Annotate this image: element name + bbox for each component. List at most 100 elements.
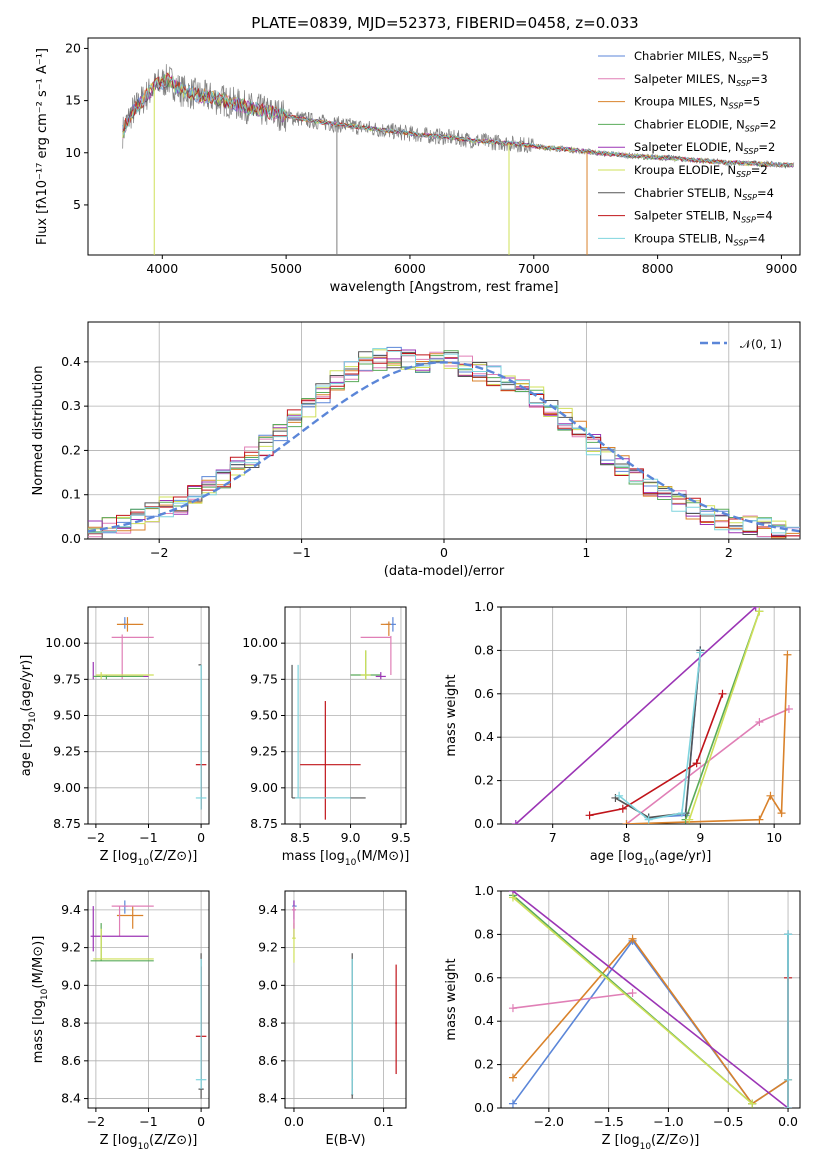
- x-tick-label: 9000: [766, 261, 798, 276]
- legend-label: Chabrier ELODIE, NSSP=2: [634, 117, 776, 133]
- y-tick-label: 0.8: [474, 642, 494, 657]
- y-tick-label: 0.4: [474, 729, 494, 744]
- weight-marker: [755, 815, 764, 824]
- x-axis-label: Z [log10(Z/Z⊙)]: [100, 1133, 198, 1152]
- y-axis-label: mass [log10(M/M⊙)]: [31, 936, 50, 1064]
- y-tick-label: 9.75: [53, 671, 81, 686]
- x-tick-label: 6000: [394, 261, 426, 276]
- weight-marker: [508, 1073, 517, 1082]
- legend-label: Kroupa STELIB, NSSP=4: [634, 231, 765, 247]
- z-mass-crosses: [90, 900, 207, 1099]
- weight-marker: [766, 791, 775, 800]
- x-tick-label: 0: [197, 830, 205, 845]
- y-tick-label: 20: [65, 40, 81, 55]
- weight-line: [626, 654, 789, 824]
- x-tick-label: 7000: [518, 261, 550, 276]
- y-tick-label: 1.0: [474, 883, 494, 898]
- x-tick-label: 9.0: [341, 830, 361, 845]
- spectrum-lines: [122, 64, 795, 255]
- y-tick-label: 9.00: [250, 780, 278, 795]
- y-tick-label: 0.6: [474, 686, 494, 701]
- y-tick-label: 8.6: [258, 1053, 278, 1068]
- mass-age-panel: 8.5 9.0 9.5 8.75 9.00 9.25 9.50 9.75 10.00 mass […: [242, 606, 411, 868]
- model-spectrum: [122, 76, 793, 168]
- weight-marker: [508, 1099, 517, 1108]
- x-axis-label: (data-model)/error: [384, 564, 505, 579]
- y-axis-label: mass weight: [444, 958, 459, 1040]
- x-tick-label: 0: [440, 545, 448, 560]
- y-tick-label: 0.4: [474, 1013, 494, 1028]
- weight-line: [614, 650, 702, 819]
- y-tick-label: 8.6: [61, 1053, 81, 1068]
- x-tick-label: −1: [139, 830, 157, 845]
- weight-marker: [784, 1075, 793, 1084]
- weight-marker: [644, 815, 653, 824]
- x-tick-label: 0.0: [778, 1114, 798, 1129]
- legend-label: Salpeter ELODIE, NSSP=2: [634, 140, 775, 156]
- x-tick-label: −2: [150, 545, 168, 560]
- legend-label: Kroupa ELODIE, NSSP=2: [634, 163, 768, 179]
- plot-frame: [87, 606, 210, 825]
- x-tick-label: −2: [87, 1114, 105, 1129]
- y-tick-label: 0.8: [474, 926, 494, 941]
- weight-marker: [611, 793, 620, 802]
- y-tick-label: 9.50: [53, 708, 81, 723]
- weight-marker: [622, 820, 631, 824]
- age-weight-panel: 7 8 9 10 0.0 0.2 0.4 0.6 0.8 1.0 age [log10(age/yr…: [444, 599, 801, 868]
- weight-marker: [615, 791, 624, 800]
- z-age-panel: −2 −1 0 8.75 9.00 9.25 9.50 9.75 10.00 Z [log10(Z…: [19, 606, 210, 868]
- age-weight-lines: [511, 607, 793, 824]
- y-tick-label: 9.2: [258, 940, 278, 955]
- y-tick-label: 0.6: [474, 970, 494, 985]
- y-tick-label: 10.00: [45, 635, 81, 650]
- model-spectrum: [122, 72, 794, 168]
- y-tick-label: 0.0: [61, 531, 81, 546]
- z-weight-panel: −2.0 −1.5 −1.0 −0.5 0.0 0.0 0.2 0.4 0.6 0.8 1.0 Z […: [444, 883, 801, 1152]
- x-tick-label: 0: [197, 1114, 205, 1129]
- y-tick-label: 1.0: [474, 599, 494, 614]
- weight-marker: [692, 759, 701, 768]
- plot-frame: [284, 606, 407, 825]
- y-tick-label: 8.75: [250, 816, 278, 831]
- y-tick-label: 9.2: [61, 940, 81, 955]
- x-tick-label: 2: [725, 545, 733, 560]
- y-tick-label: 8.4: [61, 1091, 81, 1106]
- y-tick-label: 8.8: [258, 1015, 278, 1030]
- y-tick-label: 8.4: [258, 1091, 278, 1106]
- y-tick-label: 0.0: [474, 816, 494, 831]
- legend-label: Chabrier MILES, NSSP=5: [634, 49, 769, 65]
- weight-line: [512, 937, 789, 1105]
- weight-marker: [628, 934, 637, 943]
- legend-label: Kroupa MILES, NSSP=5: [634, 95, 760, 111]
- x-tick-label: −1.5: [593, 1114, 623, 1129]
- x-tick-label: 7: [549, 830, 557, 845]
- legend-label: Salpeter STELIB, NSSP=4: [634, 209, 773, 225]
- residuals-panel: −2 −1 0 1 2 0.0 0.1 0.2 0.3 0.4 (data-model)/error…: [31, 321, 801, 579]
- x-axis-label: age [log10(age/yr)]: [590, 849, 712, 868]
- x-tick-label: −2: [87, 830, 105, 845]
- x-tick-label: 9: [696, 830, 704, 845]
- spectrum-panel: 4000 5000 6000 7000 8000 9000 5 10 15 20 wavelengt…: [35, 37, 801, 295]
- y-tick-label: 5: [73, 197, 81, 212]
- weight-marker: [585, 811, 594, 820]
- y-tick-label: 9.4: [61, 902, 81, 917]
- y-tick-label: 0.1: [61, 487, 81, 502]
- weight-marker: [784, 930, 793, 939]
- legend-label: 𝒩(0, 1): [740, 337, 782, 351]
- weight-marker: [784, 1104, 793, 1108]
- x-tick-label: −2.0: [534, 1114, 564, 1129]
- weight-line: [512, 934, 789, 1105]
- weight-marker: [784, 704, 793, 713]
- y-tick-label: 9.4: [258, 902, 278, 917]
- x-tick-label: 5000: [270, 261, 302, 276]
- x-tick-label: 0.0: [284, 1114, 304, 1129]
- weight-line: [512, 992, 633, 1009]
- x-tick-label: 8: [623, 830, 631, 845]
- weight-line: [688, 611, 761, 820]
- y-tick-label: 9.0: [61, 977, 81, 992]
- z-weight-lines: [508, 891, 793, 1108]
- plot-frame: [284, 890, 407, 1109]
- y-tick-label: 9.75: [250, 671, 278, 686]
- weight-line: [589, 693, 724, 817]
- x-axis-label: Z [log10(Z/Z⊙)]: [100, 849, 198, 868]
